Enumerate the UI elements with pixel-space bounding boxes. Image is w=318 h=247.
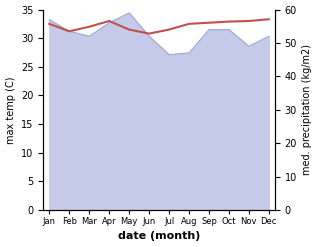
Y-axis label: max temp (C): max temp (C): [5, 76, 16, 144]
Y-axis label: med. precipitation (kg/m2): med. precipitation (kg/m2): [302, 44, 313, 175]
X-axis label: date (month): date (month): [118, 231, 200, 242]
